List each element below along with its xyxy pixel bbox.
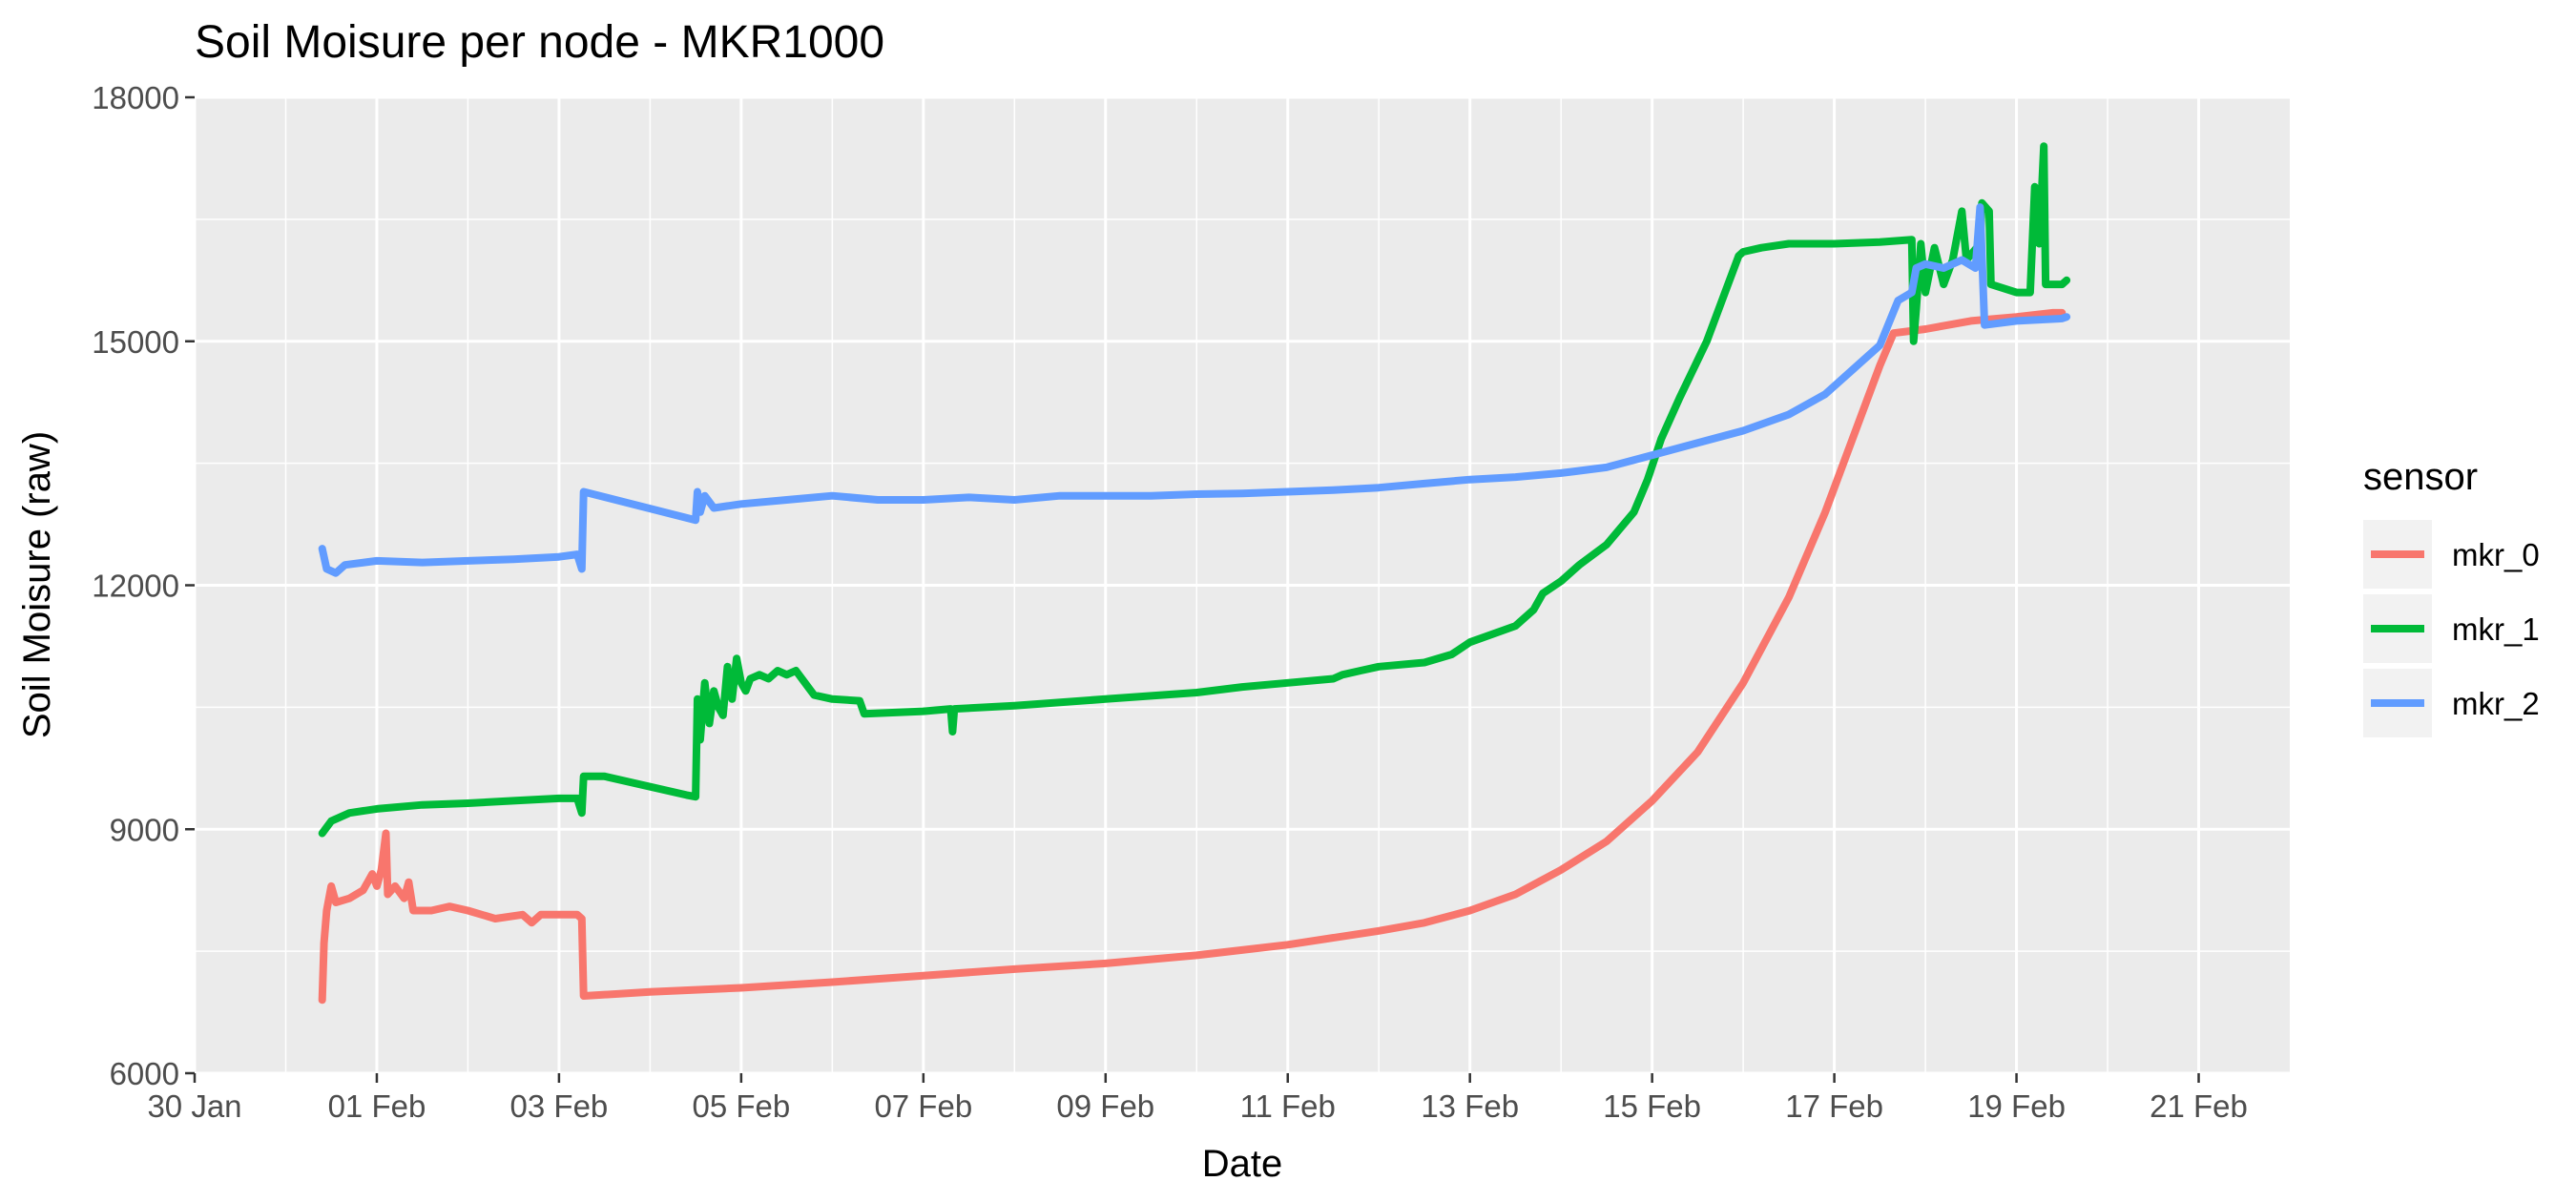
x-tick-label: 21 Feb: [2150, 1088, 2248, 1124]
y-tick-label: 12000: [92, 569, 179, 604]
series-line-mkr_0: [318, 308, 2067, 1005]
legend-label-mkr_0: mkr_0: [2452, 537, 2540, 572]
y-tick-label: 18000: [92, 80, 179, 115]
x-tick-label: 11 Feb: [1240, 1088, 1336, 1124]
series-line-mkr_2: [318, 203, 2071, 577]
y-axis: 6000 9000 12000 15000 18000: [92, 80, 195, 1091]
legend-title: sensor: [2363, 456, 2478, 498]
legend-label-mkr_1: mkr_1: [2452, 611, 2540, 647]
x-axis-title: Date: [1202, 1143, 1283, 1185]
x-tick-label: 01 Feb: [328, 1088, 426, 1124]
x-tick-label: 07 Feb: [874, 1088, 972, 1124]
x-tick-label: 15 Feb: [1603, 1088, 1701, 1124]
series-lines: [318, 142, 2071, 1005]
y-tick-label: 6000: [110, 1056, 179, 1091]
x-tick-label: 30 Jan: [147, 1088, 241, 1124]
series-line-mkr_1: [318, 142, 2071, 838]
legend: sensor mkr_0 mkr_1 mkr_2: [2363, 456, 2540, 737]
major-gridlines: [193, 95, 2290, 1075]
legend-label-mkr_2: mkr_2: [2452, 686, 2540, 721]
x-tick-label: 03 Feb: [510, 1088, 609, 1124]
x-axis: 30 Jan 01 Feb 03 Feb 05 Feb 07 Feb 09 Feb 11 F…: [147, 1073, 2248, 1124]
y-tick-label: 15000: [92, 324, 179, 360]
x-tick-label: 17 Feb: [1785, 1088, 1883, 1124]
x-tick-label: 19 Feb: [1967, 1088, 2066, 1124]
y-axis-title: Soil Moisure (raw): [16, 431, 58, 738]
chart-title: Soil Moisure per node - MKR1000: [195, 17, 884, 68]
x-tick-label: 05 Feb: [692, 1088, 790, 1124]
y-tick-label: 9000: [110, 812, 179, 847]
x-tick-label: 09 Feb: [1056, 1088, 1154, 1124]
x-tick-label: 13 Feb: [1421, 1088, 1519, 1124]
